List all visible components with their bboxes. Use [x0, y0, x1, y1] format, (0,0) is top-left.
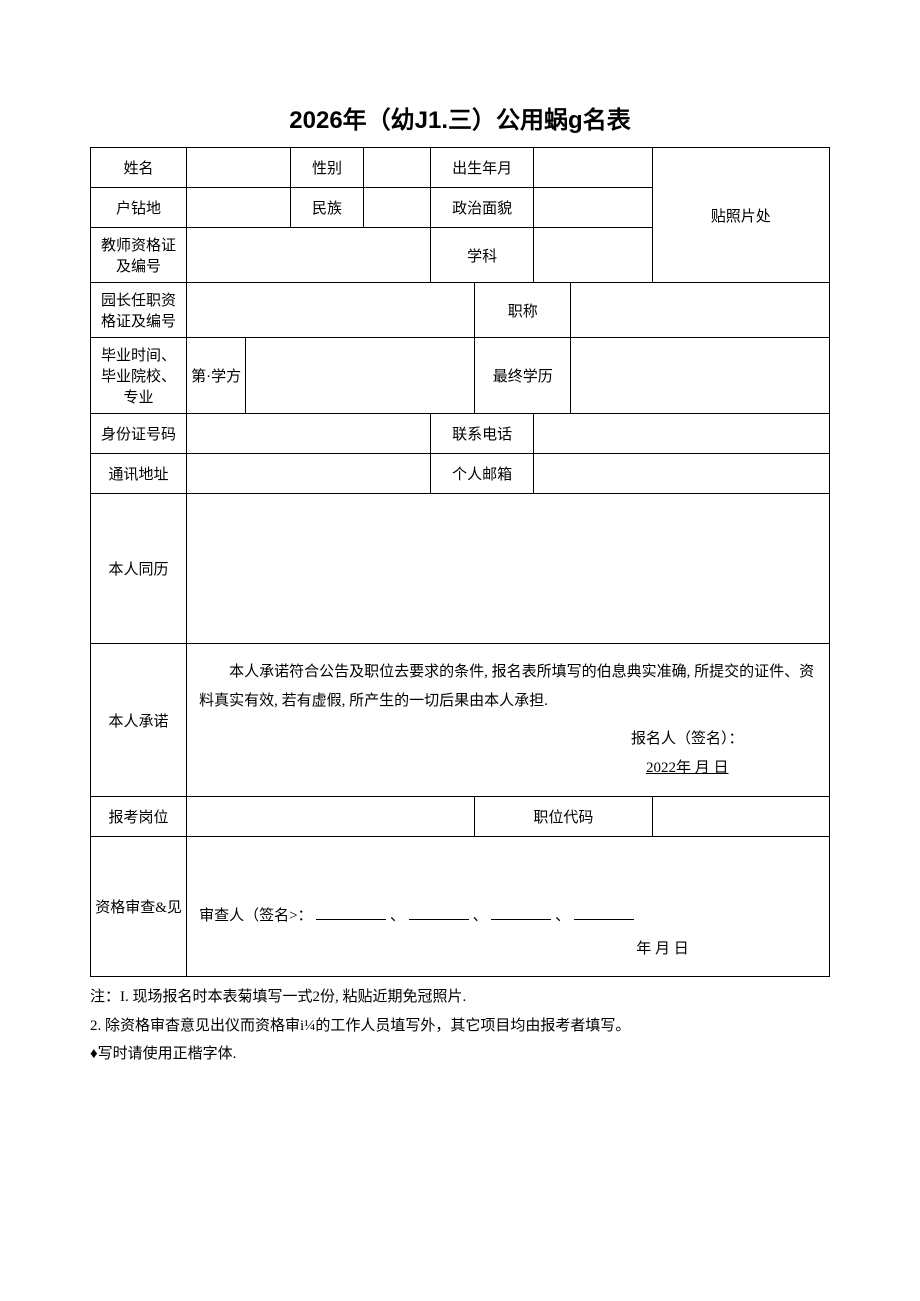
value-graduation [246, 338, 475, 414]
pledge-signer-label: 报名人（签名）： [199, 725, 817, 754]
sep-2: 、 [473, 908, 488, 924]
underline-4 [574, 905, 634, 920]
label-birth: 出生年月 [430, 148, 533, 188]
label-final-edu: 最终学历 [475, 338, 571, 414]
value-political [534, 188, 652, 228]
note-1: 注：I. 现场报名时本表菊填写一式2份, 粘贴近期免冠照片. [90, 983, 830, 1012]
review-date: 年 月 日 [199, 933, 817, 966]
label-id-number: 身份证号码 [91, 414, 187, 454]
page-title: 2026年（幼J1.三）公用蜗g名表 [90, 100, 830, 135]
label-apply-post: 报考岗位 [91, 797, 187, 837]
value-birth [534, 148, 652, 188]
review-content: 审查人（签名>： 、 、 、 年 月 日 [187, 837, 830, 977]
underline-3 [491, 905, 551, 920]
label-resume: 本人同历 [91, 494, 187, 644]
value-teacher-cert [187, 228, 431, 283]
note-2: 2. 除资格审杳意见出仪而资格审i¼的工作人员埴写外，其它项目均由报考者填写。 [90, 1012, 830, 1041]
value-title-rank [571, 283, 830, 338]
label-political: 政治面貌 [430, 188, 533, 228]
value-final-edu [571, 338, 830, 414]
photo-area: 贴照片处 [652, 148, 829, 283]
label-title-rank: 职称 [475, 283, 571, 338]
label-review: 资格审查&见 [91, 837, 187, 977]
value-address [187, 454, 431, 494]
label-principal-cert: 园长任职资格证及编号 [91, 283, 187, 338]
label-address: 通讯地址 [91, 454, 187, 494]
value-email [534, 454, 830, 494]
label-residence: 户钻地 [91, 188, 187, 228]
value-name [187, 148, 290, 188]
label-edu-method: 第·学方 [187, 338, 246, 414]
underline-1 [316, 905, 386, 920]
sep-1: 、 [390, 908, 405, 924]
label-gender: 性别 [290, 148, 364, 188]
value-residence [187, 188, 290, 228]
value-gender [364, 148, 430, 188]
value-principal-cert [187, 283, 475, 338]
form-table: 姓名 性别 出生年月 贴照片处 户钻地 民族 政治面貌 教师资格证及编号 学科 … [90, 147, 830, 977]
note-3: ♦写时请使用正楷字体. [90, 1040, 830, 1069]
sep-3: 、 [555, 908, 570, 924]
value-apply-post [187, 797, 475, 837]
value-phone [534, 414, 830, 454]
review-signer-label: 审查人（签名>： [199, 908, 312, 924]
label-phone: 联系电话 [430, 414, 533, 454]
value-id-number [187, 414, 431, 454]
label-post-code: 职位代码 [475, 797, 652, 837]
label-pledge: 本人承诺 [91, 644, 187, 797]
value-ethnicity [364, 188, 430, 228]
label-email: 个人邮箱 [430, 454, 533, 494]
value-resume [187, 494, 830, 644]
pledge-content: 本人承诺符合公告及职位去要求的条件, 报名表所填写的伯息典实准确, 所提交的证件… [187, 644, 830, 797]
label-name: 姓名 [91, 148, 187, 188]
label-teacher-cert: 教师资格证及编号 [91, 228, 187, 283]
label-subject: 学科 [430, 228, 533, 283]
underline-2 [409, 905, 469, 920]
value-subject [534, 228, 652, 283]
label-ethnicity: 民族 [290, 188, 364, 228]
notes-section: 注：I. 现场报名时本表菊填写一式2份, 粘贴近期免冠照片. 2. 除资格审杳意… [90, 983, 830, 1069]
label-graduation: 毕业时间、毕业院校、专业 [91, 338, 187, 414]
value-post-code [652, 797, 829, 837]
review-signer-line: 审查人（签名>： 、 、 、 [199, 900, 817, 933]
pledge-text: 本人承诺符合公告及职位去要求的条件, 报名表所填写的伯息典实准确, 所提交的证件… [199, 658, 817, 715]
pledge-date: 2022年 月 日 [199, 754, 817, 783]
